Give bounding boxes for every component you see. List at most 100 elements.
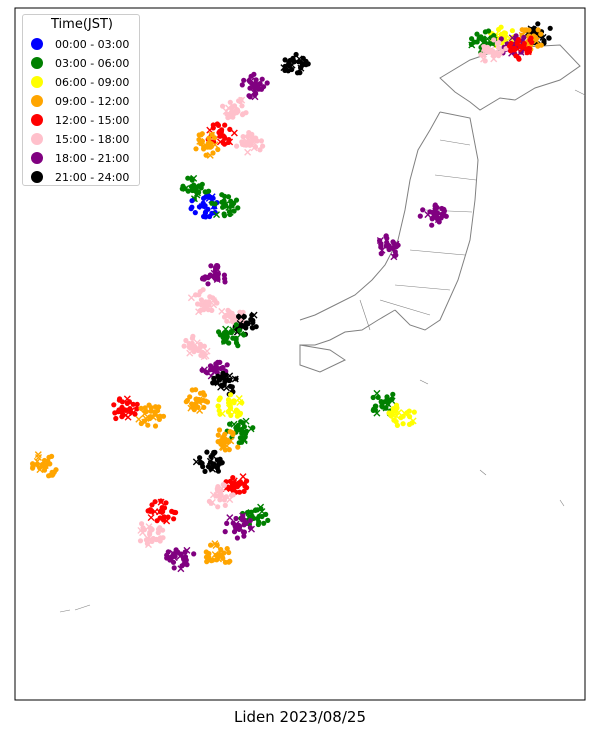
lightning-cross-marker bbox=[434, 216, 442, 224]
lightning-point bbox=[379, 403, 385, 409]
lightning-point bbox=[215, 122, 222, 128]
lightning-point bbox=[400, 421, 406, 427]
lightning-point bbox=[221, 330, 227, 336]
lightning-cross-marker bbox=[295, 55, 303, 63]
lightning-point bbox=[191, 407, 197, 413]
lightning-point bbox=[476, 35, 482, 41]
lightning-point bbox=[247, 518, 253, 524]
lightning-point bbox=[226, 309, 232, 315]
lightning-point bbox=[377, 238, 383, 244]
lightning-point bbox=[220, 103, 226, 109]
lightning-point bbox=[233, 197, 240, 203]
lightning-point bbox=[220, 370, 226, 376]
lightning-point bbox=[220, 140, 226, 146]
lightning-point bbox=[191, 349, 197, 355]
lightning-point bbox=[214, 557, 220, 563]
lightning-point bbox=[227, 478, 233, 484]
lightning-point bbox=[258, 506, 264, 512]
lightning-point bbox=[217, 456, 223, 462]
lightning-point bbox=[535, 27, 541, 33]
lightning-point bbox=[198, 307, 204, 313]
legend-marker bbox=[31, 95, 43, 107]
lightning-point bbox=[215, 504, 221, 510]
lightning-point bbox=[256, 86, 262, 92]
lightning-point bbox=[238, 419, 244, 425]
legend-entry: 00:00 - 03:00 bbox=[31, 35, 139, 53]
lightning-point bbox=[203, 152, 209, 158]
lightning-point bbox=[163, 500, 169, 506]
lightning-point bbox=[222, 447, 228, 453]
lightning-cross-marker bbox=[124, 413, 132, 421]
lightning-point bbox=[218, 546, 224, 553]
lightning-point bbox=[217, 395, 223, 401]
lightning-point bbox=[220, 482, 226, 488]
lightning-point bbox=[173, 509, 179, 516]
lightning-point bbox=[122, 407, 128, 413]
lightning-point bbox=[212, 135, 218, 141]
lightning-point bbox=[383, 233, 389, 239]
lightning-point bbox=[181, 561, 187, 567]
lightning-point bbox=[130, 401, 136, 407]
lightning-point bbox=[175, 549, 181, 555]
lightning-point bbox=[224, 362, 230, 368]
lightning-point bbox=[221, 497, 227, 503]
lightning-cross-marker bbox=[247, 77, 255, 85]
lightning-point bbox=[120, 411, 126, 417]
lightning-point bbox=[235, 108, 241, 114]
lightning-point bbox=[297, 70, 303, 76]
lightning-point bbox=[187, 394, 193, 400]
lightning-point bbox=[434, 210, 440, 216]
islands-outline bbox=[59, 89, 586, 613]
lightning-point bbox=[208, 542, 214, 548]
legend-title: Time(JST) bbox=[51, 17, 113, 32]
lightning-cross-marker bbox=[236, 399, 244, 407]
lightning-point bbox=[171, 565, 177, 571]
lightning-point bbox=[210, 122, 216, 128]
lightning-point bbox=[213, 363, 219, 370]
lightning-point bbox=[157, 538, 163, 544]
lightning-point bbox=[260, 143, 266, 149]
lightning-point bbox=[138, 420, 144, 427]
lightning-point bbox=[206, 554, 212, 561]
lightning-point bbox=[189, 198, 195, 204]
lightning-cross-marker bbox=[209, 297, 217, 305]
lightning-point bbox=[535, 43, 541, 49]
lightning-cross-marker bbox=[169, 549, 177, 557]
lightning-point bbox=[498, 36, 504, 42]
lightning-point bbox=[216, 427, 223, 433]
lightning-point bbox=[119, 399, 125, 405]
lightning-point bbox=[259, 513, 265, 520]
lightning-point bbox=[227, 558, 233, 564]
lightning-point bbox=[384, 239, 390, 246]
lightning-point bbox=[481, 44, 487, 50]
lightning-point bbox=[441, 208, 447, 214]
lightning-point bbox=[203, 194, 209, 200]
lightning-point bbox=[233, 425, 239, 431]
lightning-cross-marker bbox=[225, 404, 233, 412]
lightning-cross-marker bbox=[487, 46, 495, 54]
lightning-point bbox=[202, 189, 208, 195]
lightning-point bbox=[231, 398, 237, 404]
shikoku-outline bbox=[299, 344, 347, 373]
lightning-point bbox=[204, 559, 210, 565]
legend-label: 09:00 - 12:00 bbox=[55, 94, 130, 108]
lightning-point bbox=[222, 502, 228, 508]
lightning-cross-marker bbox=[34, 451, 42, 459]
lightning-point bbox=[378, 399, 385, 405]
lightning-point bbox=[393, 402, 400, 408]
lightning-point bbox=[154, 518, 160, 524]
prefecture-lines bbox=[359, 139, 477, 331]
lightning-point bbox=[254, 516, 261, 522]
lightning-point bbox=[111, 402, 117, 408]
lightning-point bbox=[205, 281, 211, 287]
lightning-point bbox=[241, 77, 247, 83]
lightning-point bbox=[247, 142, 253, 148]
lightning-point bbox=[259, 76, 265, 82]
lightning-cross-marker bbox=[213, 211, 221, 219]
legend-entry: 21:00 - 24:00 bbox=[31, 168, 139, 186]
legend-marker bbox=[31, 133, 43, 145]
lightning-point bbox=[227, 383, 233, 389]
lightning-point bbox=[285, 68, 291, 74]
lightning-point bbox=[189, 184, 195, 190]
lightning-point bbox=[508, 48, 514, 54]
